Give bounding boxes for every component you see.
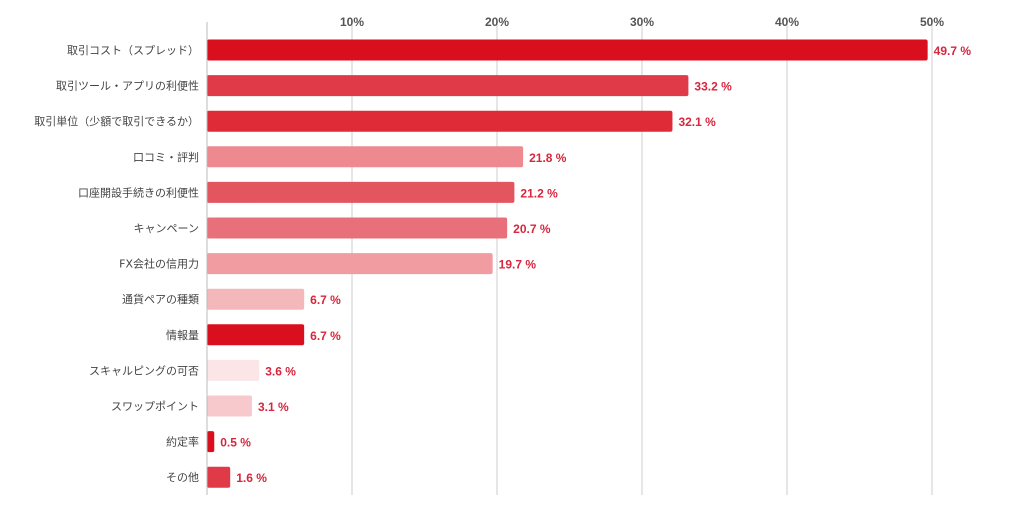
- value-label: 6.7 %: [310, 293, 341, 307]
- value-label: 19.7 %: [499, 258, 537, 272]
- category-labels: 取引コスト（スプレッド） 取引ツール・アプリの利便性取引単位（少額で取引できるか）…: [34, 43, 199, 484]
- value-labels: 49.7 % 33.2 % 32.1 % 21.8 % 21.2 % 20.7 % 19.7…: [220, 44, 971, 485]
- category-label: 取引単位（少額で取引できるか）: [34, 114, 199, 128]
- bar: [207, 146, 524, 168]
- bar: [207, 288, 305, 310]
- x-tick-label: 20%: [485, 15, 509, 29]
- value-label: 21.8 %: [529, 151, 567, 165]
- bar: [207, 39, 928, 61]
- category-label: 口座開設手続きの利便性: [78, 185, 199, 199]
- x-tick-label: 10%: [340, 15, 364, 29]
- bars: [207, 39, 928, 488]
- x-axis-ticks: 10% 20% 30% 40% 50%: [340, 15, 944, 29]
- bar: [207, 75, 689, 97]
- x-tick-label: 30%: [630, 15, 654, 29]
- value-label: 20.7 %: [513, 222, 551, 236]
- bar: [207, 431, 215, 453]
- bar: [207, 466, 231, 488]
- category-label: スワップポイント: [111, 400, 199, 413]
- bar: [207, 359, 260, 381]
- value-label: 32.1 %: [678, 115, 716, 129]
- value-label: 6.7 %: [310, 329, 341, 343]
- category-label: キャンペーン: [134, 222, 199, 235]
- value-label: 33.2 %: [694, 80, 732, 94]
- category-label: 通貨ペアの種類: [122, 292, 199, 306]
- bar: [207, 324, 305, 346]
- value-label: 3.1 %: [258, 400, 289, 414]
- category-label: 取引ツール・アプリの利便性: [56, 79, 199, 93]
- category-label: 約定率: [166, 435, 199, 449]
- x-tick-label: 40%: [775, 15, 799, 29]
- category-label: 情報量: [166, 329, 199, 342]
- value-label: 49.7 %: [934, 44, 972, 58]
- bar: [207, 110, 673, 132]
- category-label: 取引コスト（スプレッド）: [67, 43, 199, 57]
- category-label: FX会社の信用力: [119, 257, 199, 271]
- category-label: スキャルピングの可否: [89, 363, 199, 377]
- x-tick-label: 50%: [920, 15, 944, 29]
- value-label: 1.6 %: [236, 471, 267, 485]
- value-label: 21.2 %: [520, 186, 558, 200]
- bar: [207, 217, 508, 239]
- bar: [207, 395, 252, 417]
- category-label: 口コミ・評判: [133, 150, 199, 164]
- value-label: 0.5 %: [220, 436, 251, 450]
- value-label: 3.6 %: [265, 364, 296, 378]
- grid-layer: [351, 22, 933, 495]
- category-label: その他: [166, 471, 199, 484]
- bar: [207, 181, 515, 203]
- bar: [207, 253, 493, 275]
